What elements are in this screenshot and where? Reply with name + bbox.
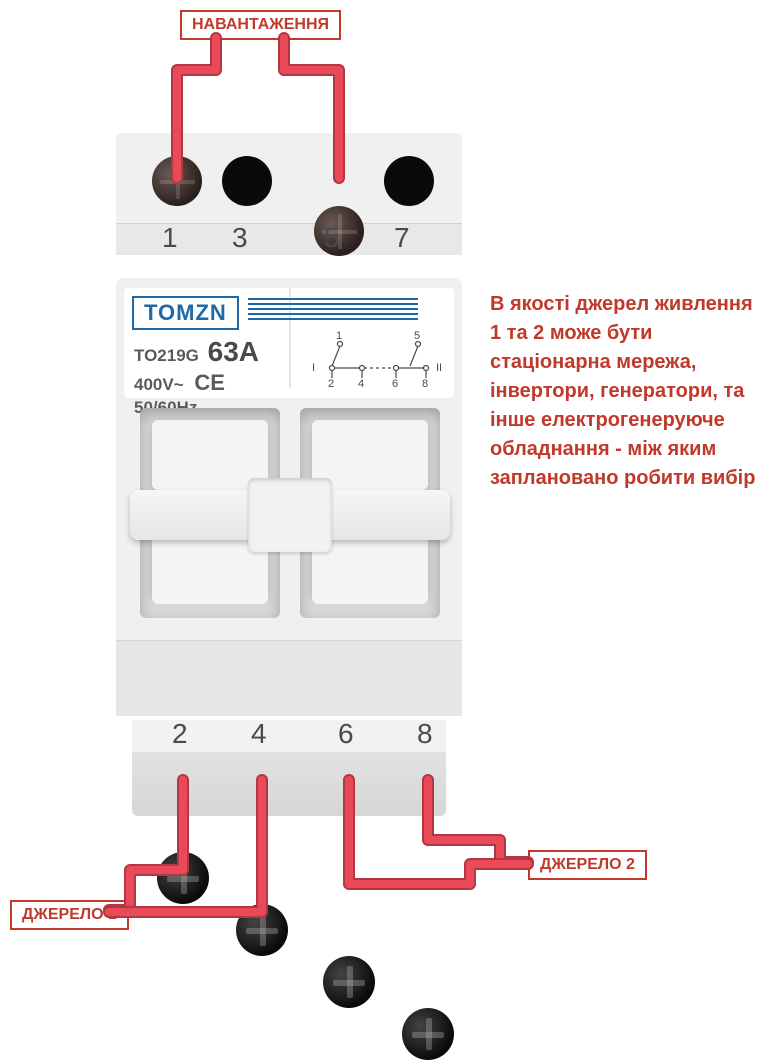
schematic-diagram: 1 5 I II 2 4 6 8 <box>306 334 452 390</box>
label-load: НАВАНТАЖЕННЯ <box>180 10 341 40</box>
terminal-3-hole <box>222 156 272 206</box>
device-specs: TO219G 63A 400V~ CE 50/60Hz <box>134 334 259 418</box>
schem-t1: 1 <box>336 330 342 342</box>
schem-6: 6 <box>392 378 398 390</box>
schem-I: I <box>312 362 315 374</box>
schem-2: 2 <box>328 378 334 390</box>
terminal-4-screw <box>236 904 288 956</box>
schem-II: II <box>436 362 442 374</box>
label-source1: ДЖЕРЕЛО 1 <box>10 900 129 930</box>
terminal-1-screw <box>152 156 202 206</box>
schem-t5: 5 <box>414 330 420 342</box>
terminal-7-hole <box>384 156 434 206</box>
terminal-num-1: 1 <box>162 222 178 254</box>
terminal-num-4: 4 <box>251 718 267 750</box>
terminal-8-screw <box>402 1008 454 1060</box>
terminal-2-screw <box>157 852 209 904</box>
voltage-text: 400V~ <box>134 375 184 394</box>
ce-mark: CE <box>194 370 225 395</box>
din-rail-slot <box>116 640 462 716</box>
explanation-text: В якості джерел живлення 1 та 2 може бут… <box>490 290 768 493</box>
current-text: 63A <box>208 336 259 367</box>
model-text: TO219G <box>134 346 199 365</box>
terminal-num-5: 5 <box>324 222 340 254</box>
terminal-6-screw <box>323 956 375 1008</box>
brand-stripes <box>248 298 418 320</box>
toggle-grip[interactable] <box>248 478 332 552</box>
terminal-num-6: 6 <box>338 718 354 750</box>
terminal-num-2: 2 <box>172 718 188 750</box>
schem-8: 8 <box>422 378 428 390</box>
terminal-num-8: 8 <box>417 718 433 750</box>
terminal-num-3: 3 <box>232 222 248 254</box>
label-source2: ДЖЕРЕЛО 2 <box>528 850 647 880</box>
brand-label: TOMZN <box>132 296 239 330</box>
schem-4: 4 <box>358 378 364 390</box>
terminal-num-7: 7 <box>394 222 410 254</box>
